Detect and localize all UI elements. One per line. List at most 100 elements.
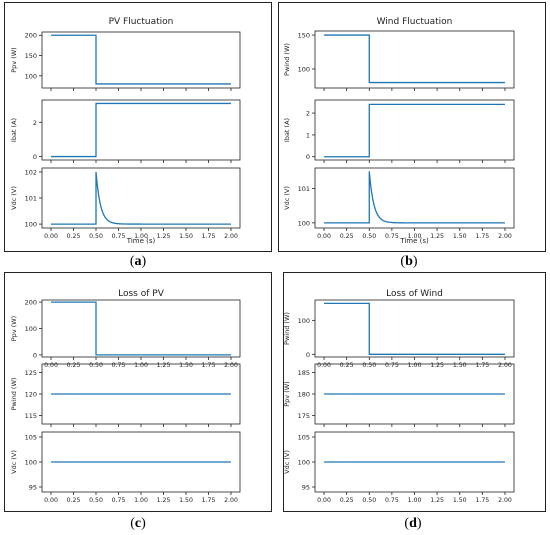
x-tick-label: 0.75 <box>112 233 126 240</box>
x-tick-label: 2.00 <box>498 233 512 240</box>
x-tick-label: 0.50 <box>89 497 103 504</box>
chart-title: Loss of PV <box>118 289 165 299</box>
series-line <box>51 171 231 225</box>
y-tick-label: 100 <box>298 219 310 227</box>
y-tick-label: 115 <box>25 412 37 420</box>
x-tick-label: 1.25 <box>157 362 171 369</box>
x-tick-label: 1.50 <box>453 497 467 504</box>
x-tick-label: 0.25 <box>67 497 81 504</box>
x-tick-label: 1.50 <box>179 497 193 504</box>
y-tick-label: 180 <box>298 391 310 399</box>
x-tick-label: 0.00 <box>44 362 58 369</box>
x-tick-label: 1.50 <box>179 362 193 369</box>
x-tick-label: 0.25 <box>340 362 354 369</box>
y-tick-label: 100 <box>25 459 37 467</box>
y-tick-label: 200 <box>25 32 37 40</box>
series-line <box>51 102 231 158</box>
y-tick-label: 150 <box>25 52 37 60</box>
x-tick-label: 0.50 <box>362 497 376 504</box>
x-tick-label: 1.00 <box>408 362 422 369</box>
x-tick-label: 0.75 <box>385 497 399 504</box>
x-tick-label: 1.25 <box>157 233 171 240</box>
x-tick-label: 1.25 <box>157 497 171 504</box>
x-tick-label: 0.25 <box>67 362 81 369</box>
x-tick-label: 0.00 <box>317 362 331 369</box>
y-axis-label: Pwind (W) <box>283 312 291 345</box>
subplot-d-1: 0 100 Pwind (W) 0.00 0.25 0.50 0.75 1.00 1.25 1.5… <box>283 299 515 369</box>
y-tick-label: 175 <box>298 412 310 420</box>
chart-title: Loss of Wind <box>386 289 443 299</box>
subplot-a-2: 0 2 Ibat (A) <box>10 99 241 163</box>
y-tick-label: 100 <box>25 72 37 80</box>
subplot-a-3: 100 101 102 Vdc (V) 0.00 0.25 0.50 0.75 1.00 1.25… <box>10 167 241 240</box>
x-tick-label: 1.25 <box>430 233 444 240</box>
subplot-d-3: 95 100 105 Vdc (V) 0.00 0.25 0.50 0.75 1.00 1.25 1… <box>283 431 515 504</box>
chart-a: PV Fluctuation 100 150 200 Ppv (W) 0 2 Ibat (A)… <box>10 17 241 245</box>
x-tick-label: 2.00 <box>498 497 512 504</box>
x-tick-label: 0.50 <box>362 362 376 369</box>
panel-a-frame <box>4 2 272 252</box>
x-tick-label: 1.75 <box>202 362 216 369</box>
x-tick-label: 0.75 <box>385 362 399 369</box>
y-tick-label: 100 <box>298 66 310 74</box>
y-tick-label: 105 <box>298 434 310 442</box>
y-axis-label: Pwind (W) <box>283 43 291 76</box>
x-tick-label: 0.25 <box>340 233 354 240</box>
x-tick-label: 1.25 <box>430 362 444 369</box>
y-axis-label: Vdc (V) <box>10 450 18 474</box>
y-tick-label: 101 <box>25 195 37 203</box>
x-axis-label: Time (s) <box>126 237 156 245</box>
y-axis-label: Ibat (A) <box>283 118 291 142</box>
caption-d: (d) <box>404 516 422 531</box>
x-tick-label: 2.00 <box>224 233 238 240</box>
x-tick-label: 1.00 <box>408 497 422 504</box>
x-tick-label: 1.75 <box>475 233 489 240</box>
y-tick-label: 120 <box>25 391 37 399</box>
axes-frame <box>41 99 241 161</box>
x-tick-label: 0.50 <box>89 233 103 240</box>
x-tick-label: 0.00 <box>317 497 331 504</box>
x-tick-label: 1.50 <box>179 233 193 240</box>
y-tick-label: 185 <box>298 369 310 377</box>
subplot-d-2: 175 180 185 Ppv (W) <box>283 363 515 427</box>
x-axis-label: Time (s) <box>399 237 429 245</box>
y-tick-label: 105 <box>25 434 37 442</box>
x-tick-label: 0.25 <box>67 233 81 240</box>
subplot-c-2: 115 120 125 Pwind (W) <box>10 363 241 427</box>
y-tick-label: 0 <box>306 351 310 359</box>
y-tick-label: 100 <box>25 221 37 229</box>
x-tick-label: 1.00 <box>134 497 148 504</box>
chart-d: Loss of Wind 0 100 Pwind (W) 0.00 0.25 0.50 0.7… <box>283 289 515 504</box>
y-tick-label: 0 <box>306 153 310 161</box>
x-tick-label: 2.00 <box>224 497 238 504</box>
x-tick-label: 1.75 <box>475 362 489 369</box>
x-tick-label: 1.00 <box>134 362 148 369</box>
axes-frame <box>314 30 515 89</box>
x-tick-label: 0.00 <box>44 497 58 504</box>
axes-frame <box>314 99 515 161</box>
chart-b: Wind Fluctuation 100 150 Pwind (W) 0 1 2 Ibat (… <box>283 17 515 245</box>
x-tick-label: 1.00 <box>408 233 422 240</box>
y-axis-label: Ibat (A) <box>10 118 18 142</box>
x-tick-label: 0.75 <box>112 362 126 369</box>
series-line <box>51 301 231 356</box>
y-tick-label: 200 <box>25 299 37 307</box>
y-tick-label: 102 <box>25 168 37 176</box>
caption-a: (a) <box>129 254 147 269</box>
y-axis-label: Ppv (W) <box>283 381 291 406</box>
chart-c: Loss of PV 0 100 200 Ppv (W) 0.00 0.25 0.50 0.75… <box>10 289 241 504</box>
y-tick-label: 100 <box>298 317 310 325</box>
panel-b-frame <box>278 2 546 252</box>
y-tick-label: 1 <box>306 131 310 139</box>
y-axis-label: Pwind (W) <box>10 378 18 411</box>
chart-title: Wind Fluctuation <box>377 17 453 27</box>
caption-b: (b) <box>400 254 418 269</box>
y-axis-label: Ppv (W) <box>10 47 18 72</box>
panel-c-frame <box>4 272 272 512</box>
subplot-b-2: 0 1 2 Ibat (A) <box>283 99 515 163</box>
axes-frame <box>41 299 241 358</box>
x-tick-label: 0.00 <box>44 233 58 240</box>
y-tick-label: 2 <box>33 119 37 127</box>
x-tick-label: 0.75 <box>112 497 126 504</box>
x-tick-label: 0.50 <box>89 362 103 369</box>
